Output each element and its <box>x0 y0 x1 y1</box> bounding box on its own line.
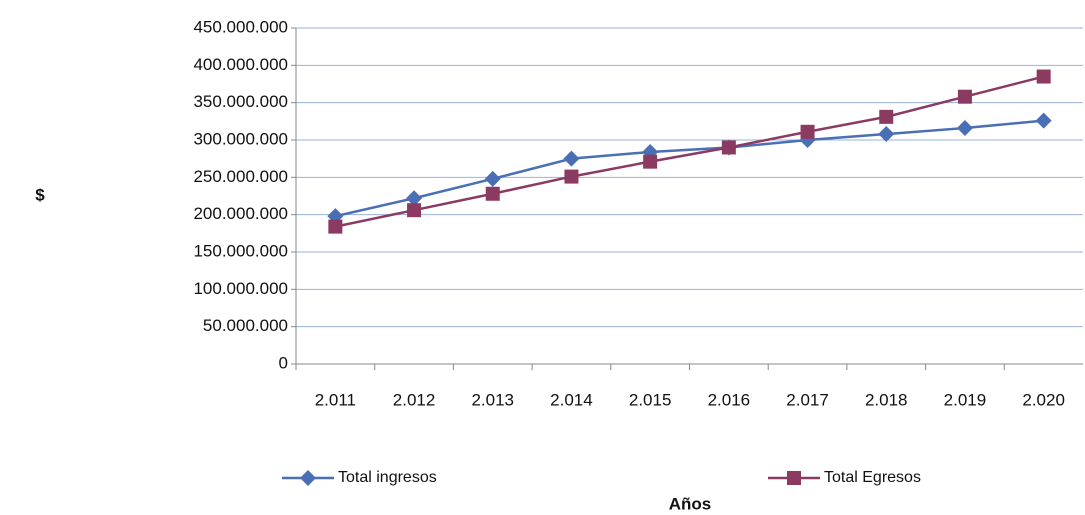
x-tick-label: 2.012 <box>393 390 436 409</box>
x-tick-label: 2.018 <box>865 390 908 409</box>
y-tick-label: 450.000.000 <box>193 17 288 36</box>
data-point <box>1036 69 1051 84</box>
data-point <box>406 190 423 207</box>
y-tick-label: 350.000.000 <box>193 92 288 111</box>
y-tick-label: 50.000.000 <box>203 316 288 335</box>
legend-label: Total Egresos <box>824 469 921 486</box>
x-tick-label: 2.017 <box>786 390 829 409</box>
y-tick-label: 150.000.000 <box>193 241 288 260</box>
data-point <box>800 124 815 139</box>
x-tick-label: 2.020 <box>1022 390 1065 409</box>
data-point <box>563 150 580 167</box>
y-tick-label: 250.000.000 <box>193 167 288 186</box>
data-point <box>1035 112 1052 129</box>
y-tick-label: 200.000.000 <box>193 204 288 223</box>
data-point <box>485 186 500 201</box>
data-point <box>879 109 894 124</box>
x-tick-label: 2.015 <box>629 390 672 409</box>
x-tick-label: 2.013 <box>471 390 514 409</box>
y-tick-label: 300.000.000 <box>193 129 288 148</box>
data-point <box>484 170 501 187</box>
data-point <box>643 154 658 169</box>
data-point <box>957 89 972 104</box>
legend-label: Total ingresos <box>338 469 437 486</box>
x-tick-label: 2.011 <box>315 390 356 409</box>
data-point <box>564 169 579 184</box>
x-tick-label: 2.016 <box>708 390 751 409</box>
y-tick-label: 100.000.000 <box>193 279 288 298</box>
data-point <box>407 203 422 218</box>
data-point <box>328 219 343 234</box>
data-point <box>878 126 895 143</box>
legend-marker <box>300 470 316 486</box>
legend-marker <box>787 471 801 485</box>
data-point <box>721 140 736 155</box>
y-axis-title: $ <box>35 185 45 204</box>
series-line <box>335 119 1044 218</box>
y-tick-label: 400.000.000 <box>193 55 288 74</box>
x-axis-title: Años <box>669 494 712 513</box>
series-line <box>335 75 1044 228</box>
x-tick-label: 2.014 <box>550 390 593 409</box>
x-tick-label: 2.019 <box>944 390 987 409</box>
y-tick-label: 0 <box>279 353 288 372</box>
data-point <box>956 120 973 137</box>
